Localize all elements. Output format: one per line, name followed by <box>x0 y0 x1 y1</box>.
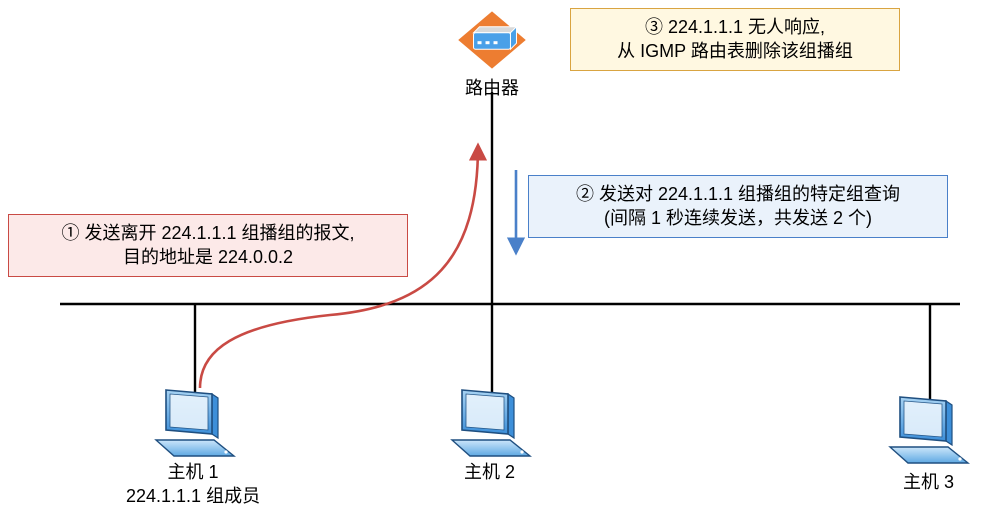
callout-step1-line2: 目的地址是 224.0.0.2 <box>123 247 293 267</box>
host2-label-line1: 主机 2 <box>464 462 515 482</box>
host2-icon <box>452 390 530 456</box>
router-label: 路由器 <box>465 74 519 100</box>
callout-step2: ② 发送对 224.1.1.1 组播组的特定组查询 (间隔 1 秒连续发送，共发… <box>528 175 948 238</box>
host2-label: 主机 2 <box>464 460 515 484</box>
host1-label-line1: 主机 1 <box>168 462 219 482</box>
host3-label-line1: 主机 3 <box>903 472 954 492</box>
host3-label: 主机 3 <box>903 470 954 494</box>
callout-step3-line1: ③ 224.1.1.1 无人响应, <box>645 17 825 37</box>
host1-label: 主机 1 224.1.1.1 组成员 <box>126 460 260 509</box>
callout-step3: ③ 224.1.1.1 无人响应, 从 IGMP 路由表删除该组播组 <box>570 8 900 71</box>
host1-icon <box>156 390 234 456</box>
callout-step3-line2: 从 IGMP 路由表删除该组播组 <box>617 41 853 61</box>
router-icon <box>459 12 525 68</box>
host3-icon <box>890 397 968 463</box>
callout-step1-line1: ① 发送离开 224.1.1.1 组播组的报文, <box>61 223 354 243</box>
host1-label-line2: 224.1.1.1 组成员 <box>126 486 260 506</box>
callout-step2-line2: (间隔 1 秒连续发送，共发送 2 个) <box>604 208 872 228</box>
callout-step1: ① 发送离开 224.1.1.1 组播组的报文, 目的地址是 224.0.0.2 <box>8 214 408 277</box>
callout-step2-line1: ② 发送对 224.1.1.1 组播组的特定组查询 <box>576 184 900 204</box>
